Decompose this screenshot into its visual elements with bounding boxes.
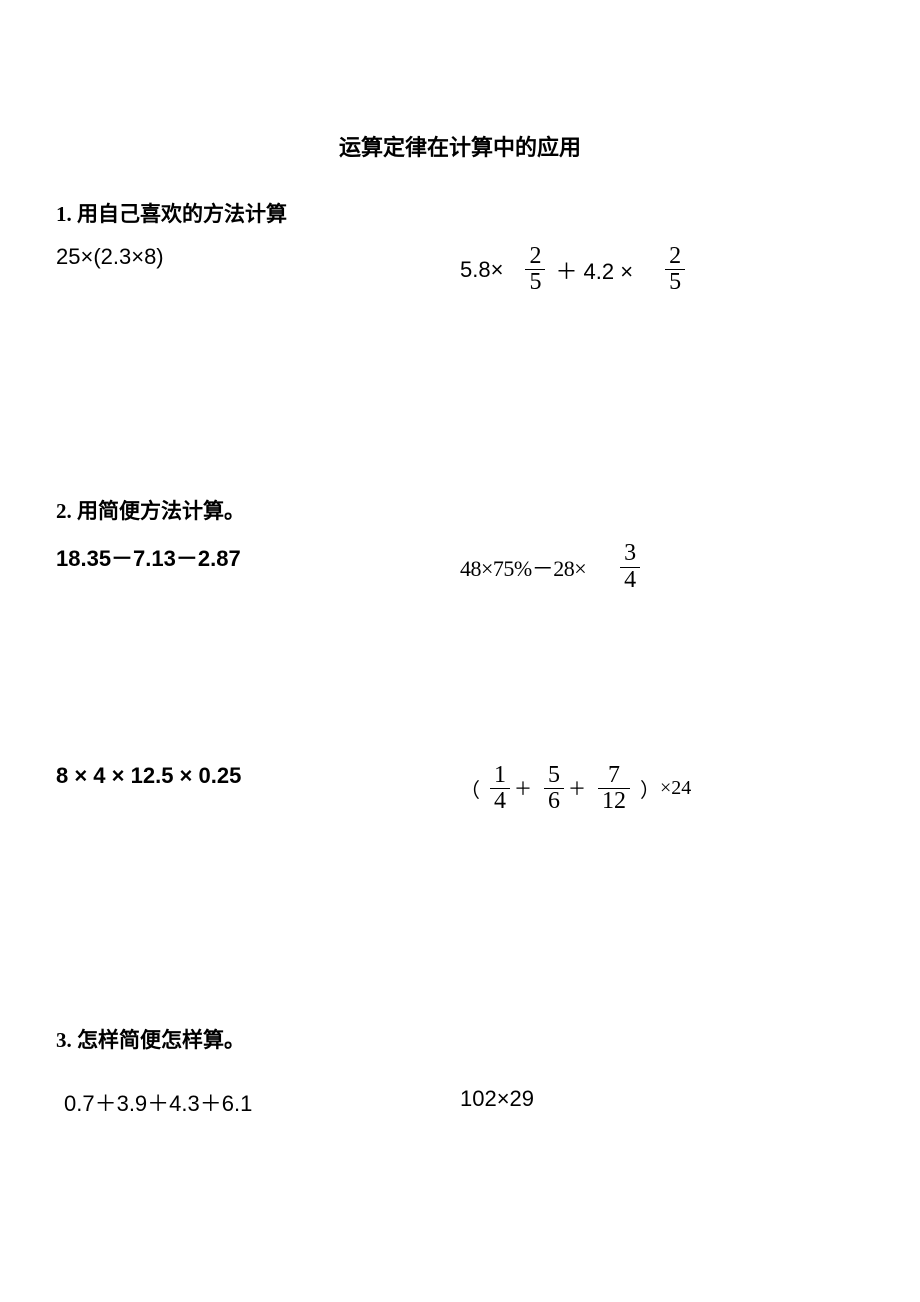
frac-den: 4 xyxy=(620,567,640,593)
expr-mid: ＋ 4.2 × xyxy=(555,254,633,286)
fraction-3-4: 3 4 xyxy=(620,541,640,592)
plus-1: ＋ xyxy=(514,775,532,801)
frac-num: 2 xyxy=(525,244,545,269)
frac-num: 3 xyxy=(620,541,640,566)
paren-open: （ xyxy=(460,774,480,803)
expr-text: 0.7＋3.9＋4.3＋6.1 xyxy=(64,1086,252,1118)
section3-row: 0.7＋3.9＋4.3＋6.1 102×29 xyxy=(56,1086,864,1118)
frac-num: 1 xyxy=(490,763,510,788)
frac-den: 12 xyxy=(598,788,630,814)
section1-expr-right: 5.8× 2 5 ＋ 4.2 × 2 5 xyxy=(460,244,864,295)
section3-label: 3. 怎样简便怎样算。 xyxy=(56,1024,864,1054)
section2-row1: 18.35－7.13－2.87 48×75%－28× 3 4 xyxy=(56,541,864,592)
fraction-7-12: 7 12 xyxy=(598,763,630,814)
frac-num: 2 xyxy=(665,244,685,269)
fraction-1-4: 1 4 xyxy=(490,763,510,814)
section1-label: 1. 用自己喜欢的方法计算 xyxy=(56,198,864,228)
section2-row1-right: 48×75%－28× 3 4 xyxy=(460,541,864,592)
page-title: 运算定律在计算中的应用 xyxy=(56,130,864,162)
expr-text: 25×(2.3×8) xyxy=(56,244,164,270)
expr-prefix: 48×75%－28× xyxy=(460,551,586,583)
section1-expr-left: 25×(2.3×8) xyxy=(56,244,460,270)
expr-text: 18.35－7.13－2.87 xyxy=(56,541,241,573)
section2-row2-left: 8 × 4 × 12.5 × 0.25 xyxy=(56,763,460,789)
section3-right: 102×29 xyxy=(460,1086,864,1112)
tail: ×24 xyxy=(660,777,691,800)
section2-label: 2. 用简便方法计算。 xyxy=(56,495,864,525)
paren-close: ） xyxy=(640,774,660,803)
section3-left: 0.7＋3.9＋4.3＋6.1 xyxy=(56,1086,460,1118)
expr-prefix: 5.8× xyxy=(460,257,503,283)
section1-row: 25×(2.3×8) 5.8× 2 5 ＋ 4.2 × 2 5 xyxy=(56,244,864,295)
expr-text: 102×29 xyxy=(460,1086,534,1112)
fraction-2-5-a: 2 5 xyxy=(525,244,545,295)
frac-den: 5 xyxy=(525,269,545,295)
fraction-5-6: 5 6 xyxy=(544,763,564,814)
plus-2: ＋ xyxy=(568,775,586,801)
fraction-2-5-b: 2 5 xyxy=(665,244,685,295)
frac-num: 7 xyxy=(604,763,624,788)
frac-num: 5 xyxy=(544,763,564,788)
section2-row1-left: 18.35－7.13－2.87 xyxy=(56,541,460,573)
expr-text: 8 × 4 × 12.5 × 0.25 xyxy=(56,763,241,789)
frac-den: 6 xyxy=(544,788,564,814)
frac-den: 5 xyxy=(665,269,685,295)
section2-row2: 8 × 4 × 12.5 × 0.25 （ 1 4 ＋ 5 6 ＋ 7 12 ） xyxy=(56,763,864,814)
frac-den: 4 xyxy=(490,788,510,814)
section2-row2-right: （ 1 4 ＋ 5 6 ＋ 7 12 ） ×24 xyxy=(460,763,864,814)
